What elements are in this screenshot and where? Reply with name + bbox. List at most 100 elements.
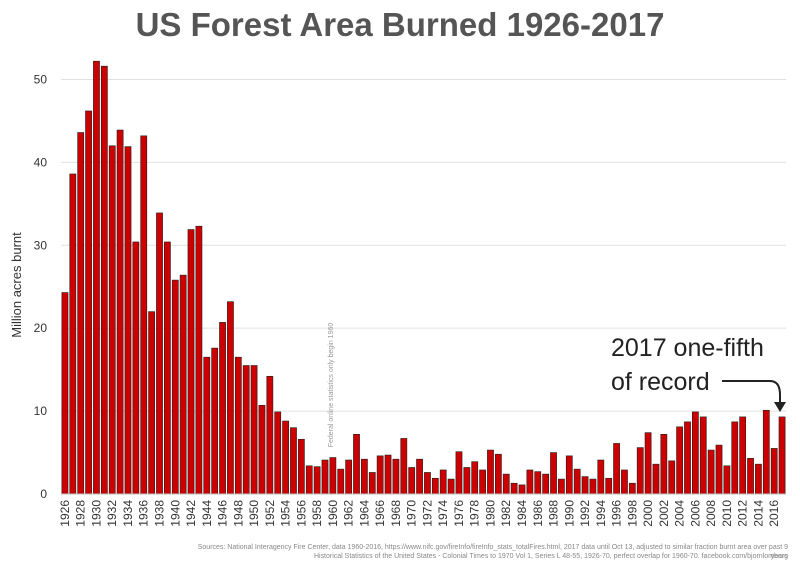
bar-1989 (558, 478, 565, 495)
x-tick-label: 1964 (357, 500, 371, 527)
bar-1976 (455, 451, 463, 495)
x-tick-label: 1994 (594, 500, 608, 527)
bar-1991 (573, 468, 581, 495)
bar-2006 (691, 411, 699, 495)
bar-1929 (85, 110, 92, 495)
bar-1961 (337, 468, 345, 495)
bar-1968 (392, 458, 400, 495)
x-tick-label: 1988 (547, 500, 561, 527)
bar-2011 (731, 421, 739, 495)
bar-1987 (542, 473, 550, 495)
bar-2010 (723, 465, 731, 495)
chart-title: US Forest Area Burned 1926-2017 (135, 6, 665, 43)
bar-1937 (148, 311, 156, 495)
bar-1967 (384, 454, 392, 495)
x-tick-label: 1992 (578, 500, 592, 527)
bar-1984 (518, 484, 526, 495)
bars (61, 60, 786, 495)
bar-1948 (234, 356, 242, 495)
bar-1998 (628, 482, 636, 495)
bar-2009 (715, 444, 723, 495)
x-tick-label: 1978 (468, 500, 482, 527)
bar-2012 (739, 416, 747, 495)
record-annotation-line2: of record (611, 368, 710, 396)
bar-1965 (368, 472, 376, 495)
x-tick-label: 1986 (531, 500, 545, 527)
bar-1983 (510, 482, 518, 495)
bar-1990 (565, 455, 573, 495)
y-tick-label: 40 (34, 155, 48, 169)
x-tick-label: 1948 (231, 500, 245, 527)
bar-1964 (361, 458, 368, 495)
x-tick-label: 1990 (562, 500, 576, 527)
bar-1985 (526, 469, 534, 495)
bar-2015 (762, 409, 770, 495)
bar-1994 (597, 459, 605, 495)
x-axis-ticks: 1926 1928 1930 1932 1934 1936 1938 1940 1942 1944… (58, 500, 781, 527)
y-tick-label: 50 (34, 72, 48, 86)
x-tick-label: 1980 (483, 500, 497, 527)
bar-1995 (605, 477, 613, 495)
federal-stats-note: Federal online statistics only begin 196… (328, 323, 335, 448)
source-line-2: Historical Statistics of the United Stat… (313, 553, 788, 560)
x-tick-label: 2000 (641, 500, 655, 527)
bar-1969 (400, 438, 408, 495)
bar-1988 (550, 452, 557, 495)
x-tick-label: 1936 (137, 500, 151, 527)
x-tick-label: 1950 (247, 500, 261, 527)
x-tick-label: 1970 (405, 500, 419, 527)
x-tick-label: 2010 (720, 500, 734, 527)
x-tick-label: 1976 (452, 500, 466, 527)
bar-1986 (534, 471, 542, 495)
x-tick-label: 1956 (294, 500, 308, 527)
y-tick-label: 20 (34, 321, 48, 335)
bar-2002 (660, 434, 668, 495)
x-tick-label: 1938 (153, 500, 167, 527)
bar-1982 (502, 473, 510, 495)
bar-1958 (313, 466, 321, 495)
bar-2004 (676, 426, 683, 495)
bar-1947 (227, 301, 234, 495)
bar-1951 (258, 404, 266, 495)
bar-1927 (69, 173, 77, 495)
bar-1944 (203, 356, 211, 495)
x-tick-label: 1944 (200, 500, 214, 527)
bar-1960 (329, 457, 337, 495)
bar-1926 (61, 292, 69, 495)
bar-1940 (171, 279, 179, 495)
bar-1934 (124, 146, 132, 495)
bar-1974 (439, 469, 447, 495)
x-tick-label: 2004 (673, 500, 687, 527)
y-axis-label: Million acres burnt (9, 232, 24, 338)
bar-1930 (93, 60, 100, 495)
x-tick-label: 1998 (625, 500, 639, 527)
bar-1939 (164, 241, 171, 495)
x-tick-label: 2016 (767, 500, 781, 527)
bar-1978 (471, 461, 479, 495)
bar-1941 (179, 274, 187, 495)
bar-1992 (581, 476, 589, 495)
source-line-1: Sources: National Interagency Fire Cente… (197, 544, 788, 560)
bar-2000 (644, 432, 652, 495)
bar-1979 (479, 469, 486, 495)
bar-1997 (621, 469, 628, 495)
bar-1956 (297, 438, 305, 495)
bar-1973 (431, 477, 439, 495)
x-tick-label: 1934 (121, 500, 135, 527)
bar-1935 (132, 241, 140, 495)
x-tick-label: 1932 (105, 500, 119, 527)
bar-1954 (282, 420, 289, 495)
bar-1943 (195, 225, 203, 495)
bar-1999 (636, 447, 644, 495)
x-tick-label: 2006 (688, 500, 702, 527)
x-tick-label: 1968 (389, 500, 403, 527)
x-tick-label: 1966 (373, 500, 387, 527)
bar-1953 (274, 411, 282, 495)
bar-1945 (211, 347, 219, 495)
bar-1933 (116, 129, 124, 495)
bar-1962 (345, 459, 353, 495)
bar-1970 (408, 467, 416, 495)
bar-2005 (684, 421, 691, 495)
bar-2001 (652, 463, 660, 495)
x-tick-label: 1996 (610, 500, 624, 527)
